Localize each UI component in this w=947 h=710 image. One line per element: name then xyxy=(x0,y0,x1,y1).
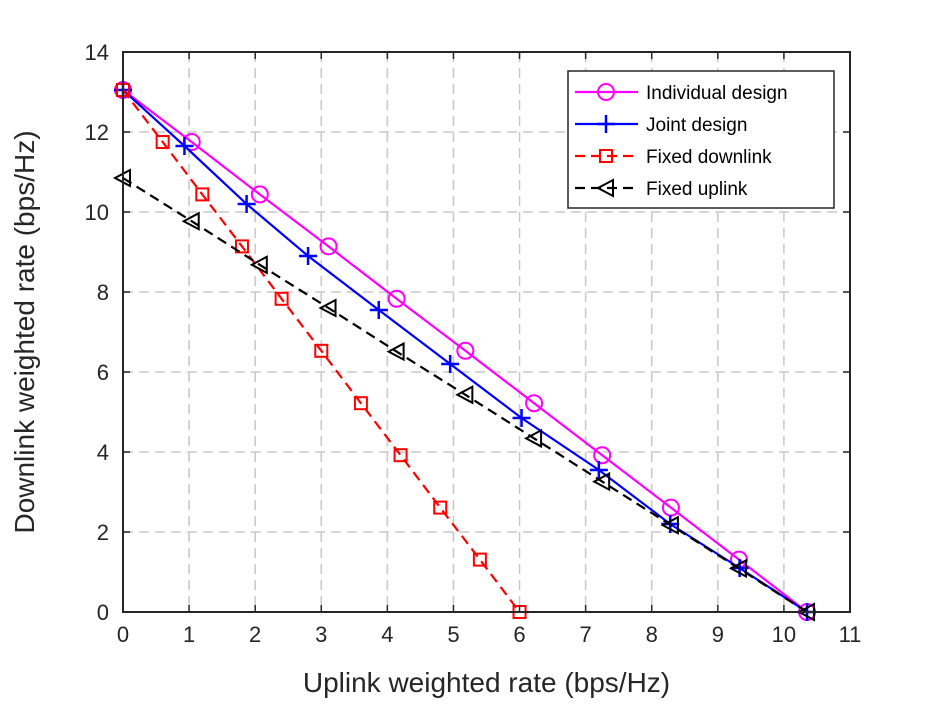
data-point-fixed-uplink xyxy=(523,428,543,449)
data-point-fixed-uplink xyxy=(660,515,679,535)
data-point-fixed-uplink xyxy=(728,558,747,579)
series-line-fixed-downlink xyxy=(122,89,521,613)
y-tick-label: 2 xyxy=(97,520,109,545)
data-point-individual-design xyxy=(319,237,338,256)
x-tick-label: 10 xyxy=(772,622,796,647)
y-tick-label: 8 xyxy=(97,280,109,305)
legend-marker-individual-design xyxy=(597,83,615,101)
data-point-fixed-downlink xyxy=(314,343,329,358)
data-point-individual-design xyxy=(593,446,612,465)
data-point-fixed-downlink xyxy=(195,187,210,202)
series-line-individual-design xyxy=(122,89,808,613)
x-tick-label: 6 xyxy=(513,622,525,647)
legend-marker-joint-design xyxy=(597,115,615,133)
data-point-fixed-uplink xyxy=(181,211,200,231)
x-tick-label: 9 xyxy=(712,622,724,647)
data-point-fixed-downlink xyxy=(472,552,487,567)
data-point-fixed-uplink xyxy=(318,298,337,318)
x-tick-label: 1 xyxy=(183,622,195,647)
data-point-joint-design xyxy=(512,409,531,427)
x-tick-label: 4 xyxy=(381,622,393,647)
y-tick-label: 10 xyxy=(85,200,109,225)
data-point-fixed-uplink xyxy=(386,341,405,362)
data-point-joint-design xyxy=(369,301,388,319)
x-tick-label: 0 xyxy=(117,622,129,647)
legend-label-fixed-uplink: Fixed uplink xyxy=(646,179,748,200)
series-group xyxy=(112,81,817,622)
grid xyxy=(123,52,850,612)
data-point-fixed-uplink xyxy=(249,255,268,275)
data-point-joint-design xyxy=(589,461,608,479)
legend: Individual design Joint design Fixed downl… xyxy=(567,70,835,209)
y-tick-label: 6 xyxy=(97,360,109,385)
data-point-joint-design xyxy=(299,247,318,265)
data-point-fixed-uplink xyxy=(592,471,611,492)
data-point-fixed-downlink xyxy=(234,239,249,254)
legend-marker-fixed-downlink xyxy=(599,149,613,163)
data-point-fixed-downlink xyxy=(393,448,408,463)
y-tick-label: 4 xyxy=(97,440,109,465)
data-point-individual-design xyxy=(250,185,269,204)
data-point-fixed-downlink xyxy=(433,500,448,515)
x-axis-title: Uplink weighted rate (bps/Hz) xyxy=(303,667,670,698)
y-axis-title: Downlink weighted rate (bps/Hz) xyxy=(9,130,40,533)
series-fixed-uplink xyxy=(112,168,816,622)
x-tick-label: 7 xyxy=(580,622,592,647)
y-tick-label: 14 xyxy=(85,40,109,65)
legend-label-joint-design: Joint design xyxy=(646,115,747,136)
data-point-joint-design xyxy=(237,195,256,213)
legend-label-fixed-downlink: Fixed downlink xyxy=(646,147,772,168)
x-tick-label: 11 xyxy=(839,622,862,647)
data-point-fixed-downlink xyxy=(353,396,368,411)
x-tick-label: 8 xyxy=(646,622,658,647)
legend-marker-fixed-uplink xyxy=(595,178,614,198)
data-point-individual-design xyxy=(456,341,475,360)
x-tick-label: 5 xyxy=(447,622,459,647)
x-tick-label: 3 xyxy=(315,622,327,647)
data-point-joint-design xyxy=(441,355,460,373)
data-point-joint-design xyxy=(175,137,194,155)
series-line-fixed-uplink xyxy=(122,177,808,613)
plot-frame xyxy=(122,51,851,613)
y-tick-label: 12 xyxy=(85,120,109,145)
legend-label-individual-design: Individual design xyxy=(646,83,788,104)
data-point-individual-design xyxy=(525,394,544,413)
data-point-fixed-downlink xyxy=(274,291,289,306)
y-tick-label: 0 xyxy=(97,600,109,625)
data-point-individual-design xyxy=(387,289,406,308)
data-point-fixed-uplink xyxy=(455,385,474,405)
x-tick-label: 2 xyxy=(249,622,261,647)
data-point-fixed-downlink xyxy=(155,135,170,149)
